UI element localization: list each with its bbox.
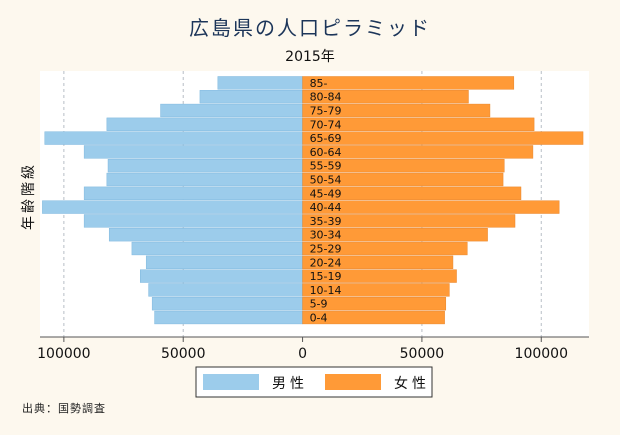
legend: 男性 女性 bbox=[195, 366, 433, 398]
x-tick-label: 100000 bbox=[37, 346, 90, 362]
y-axis-label: 年齢階級 bbox=[21, 162, 37, 230]
bar-male bbox=[42, 200, 303, 214]
bar-female bbox=[302, 117, 535, 131]
legend-label-female: 女性 bbox=[394, 375, 430, 392]
bar-female bbox=[302, 200, 560, 214]
source-note: 出典：国勢調査 bbox=[22, 402, 106, 415]
x-tick-label: 50000 bbox=[161, 346, 206, 362]
bar-male bbox=[44, 131, 303, 145]
age-group-labels: 0-45-910-1415-1920-2425-2930-3435-3940-4… bbox=[310, 77, 342, 325]
bar-male bbox=[83, 145, 303, 159]
bar-female bbox=[302, 214, 516, 228]
bar-male bbox=[107, 159, 303, 173]
bar-male bbox=[217, 76, 303, 90]
age-group-label: 55-59 bbox=[310, 160, 342, 173]
chart-subtitle: 2015年 bbox=[285, 49, 335, 65]
bar-male bbox=[151, 297, 303, 311]
age-group-label: 30-34 bbox=[310, 229, 342, 242]
bar-female bbox=[302, 145, 534, 159]
age-group-label: 60-64 bbox=[310, 146, 342, 159]
legend-label-male: 男性 bbox=[272, 376, 308, 392]
age-group-label: 80-84 bbox=[310, 91, 342, 104]
age-group-label: 45-49 bbox=[310, 187, 342, 200]
bar-male bbox=[83, 214, 303, 228]
chart-title: 広島県の人口ピラミッド bbox=[189, 16, 431, 40]
bar-male bbox=[106, 117, 303, 131]
bar-male bbox=[160, 103, 303, 118]
age-group-label: 5-9 bbox=[310, 298, 328, 311]
bar-female bbox=[302, 241, 468, 256]
bar-female bbox=[302, 297, 447, 311]
bar-female bbox=[302, 255, 454, 269]
age-group-label: 15-19 bbox=[310, 270, 342, 283]
bar-female bbox=[302, 76, 515, 90]
bar-female bbox=[302, 159, 505, 173]
bar-male bbox=[199, 90, 303, 104]
bar-male bbox=[140, 269, 303, 283]
bars bbox=[42, 76, 584, 325]
bar-male bbox=[106, 172, 303, 187]
bar-male bbox=[148, 283, 303, 297]
bar-female bbox=[302, 90, 469, 104]
bar-female bbox=[302, 103, 491, 118]
age-group-label: 20-24 bbox=[310, 256, 342, 269]
bar-female bbox=[302, 172, 504, 187]
bar-male bbox=[145, 255, 303, 269]
bar-female bbox=[302, 228, 488, 242]
legend-swatch-female bbox=[325, 374, 381, 390]
age-group-label: 70-74 bbox=[310, 118, 342, 131]
bar-male bbox=[83, 186, 303, 200]
bar-male bbox=[131, 241, 303, 256]
x-tick-label: 100000 bbox=[515, 346, 568, 362]
bar-female bbox=[302, 310, 445, 325]
age-group-label: 40-44 bbox=[310, 201, 342, 214]
bar-female bbox=[302, 283, 450, 297]
x-tick-label: 50000 bbox=[400, 346, 445, 362]
x-axis-ticks: 100000 50000 0 50000 100000 bbox=[37, 336, 589, 362]
bar-female bbox=[302, 269, 457, 283]
bar-male bbox=[108, 228, 303, 242]
age-group-label: 75-79 bbox=[310, 105, 342, 118]
age-group-label: 50-54 bbox=[310, 174, 342, 187]
bar-female bbox=[302, 186, 522, 200]
age-group-label: 85- bbox=[310, 77, 328, 90]
bar-female bbox=[302, 131, 584, 145]
age-group-label: 10-14 bbox=[310, 284, 342, 297]
age-group-label: 25-29 bbox=[310, 243, 342, 256]
age-group-label: 65-69 bbox=[310, 132, 342, 145]
legend-swatch-male bbox=[203, 374, 259, 390]
x-tick-label: 0 bbox=[298, 346, 307, 362]
bar-male bbox=[154, 310, 303, 325]
age-group-label: 0-4 bbox=[310, 312, 328, 325]
age-group-label: 35-39 bbox=[310, 215, 342, 228]
